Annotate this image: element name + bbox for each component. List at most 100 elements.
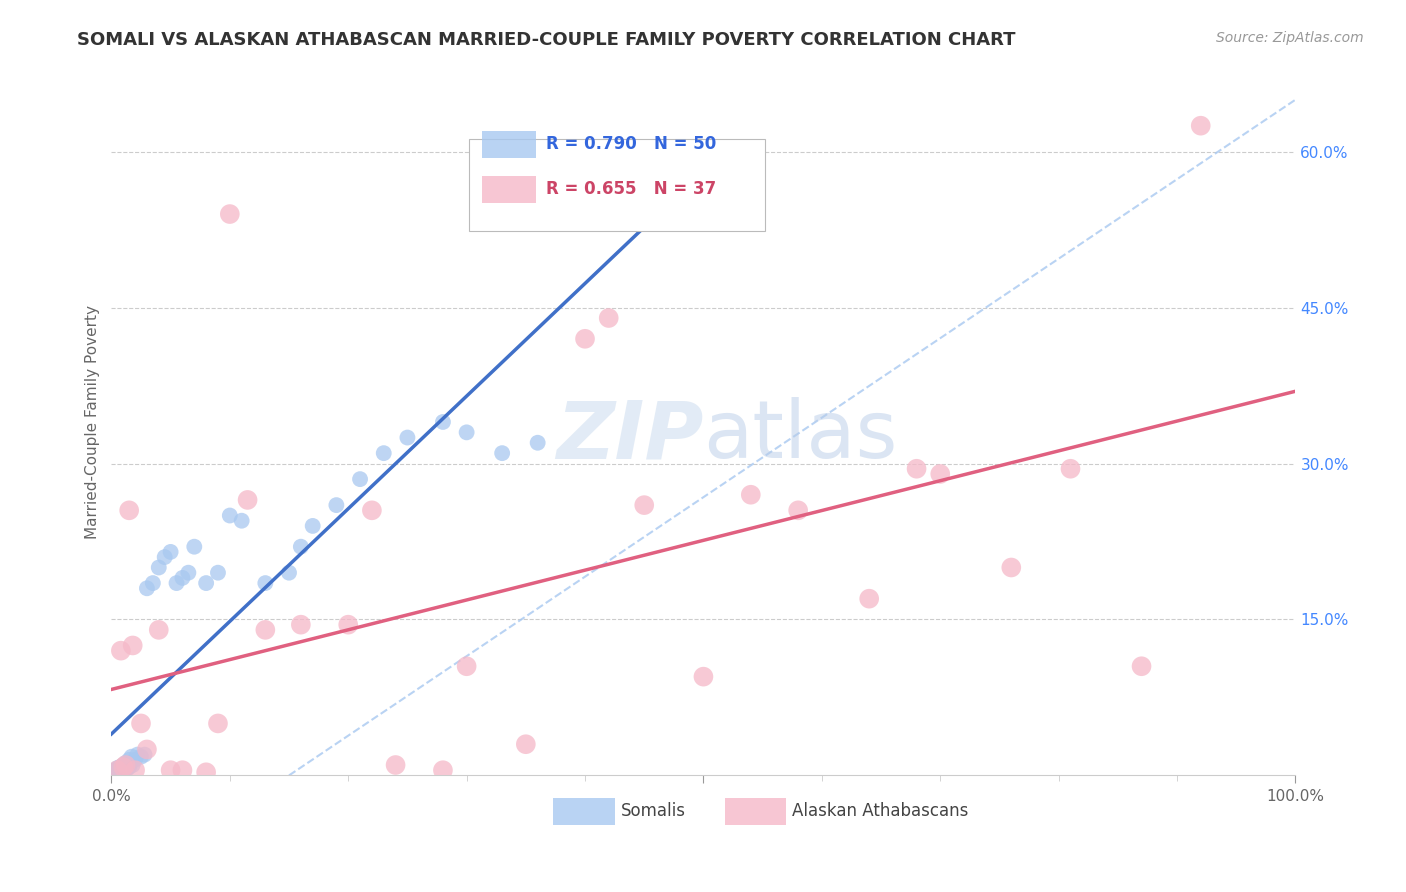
- Point: [136, 742, 159, 756]
- Point: [574, 332, 596, 346]
- Point: [124, 753, 146, 767]
- Point: [929, 467, 952, 481]
- Point: [117, 758, 139, 772]
- Point: [124, 763, 146, 777]
- Point: [114, 758, 136, 772]
- Point: [905, 461, 928, 475]
- Text: Alaskan Athabascans: Alaskan Athabascans: [792, 802, 969, 820]
- Point: [105, 763, 128, 777]
- Point: [105, 764, 128, 779]
- Point: [456, 425, 478, 440]
- Point: [278, 566, 301, 580]
- Text: Source: ZipAtlas.com: Source: ZipAtlas.com: [1216, 31, 1364, 45]
- Point: [1130, 659, 1153, 673]
- Point: [172, 571, 194, 585]
- Point: [121, 758, 143, 772]
- Point: [254, 623, 277, 637]
- FancyBboxPatch shape: [724, 798, 786, 825]
- Point: [858, 591, 880, 606]
- Point: [633, 498, 655, 512]
- Point: [325, 498, 347, 512]
- Point: [166, 576, 188, 591]
- Point: [195, 765, 218, 780]
- Point: [254, 576, 277, 591]
- Point: [121, 639, 143, 653]
- Point: [373, 446, 395, 460]
- Point: [301, 519, 323, 533]
- Point: [129, 749, 152, 764]
- Point: [740, 488, 762, 502]
- Point: [159, 763, 181, 777]
- Text: ZIP: ZIP: [555, 397, 703, 475]
- Point: [118, 753, 141, 767]
- Point: [103, 765, 125, 780]
- Point: [112, 763, 135, 777]
- FancyBboxPatch shape: [470, 139, 765, 231]
- Point: [396, 431, 419, 445]
- Point: [183, 540, 205, 554]
- Point: [236, 492, 259, 507]
- Point: [207, 716, 229, 731]
- Point: [134, 747, 156, 762]
- Point: [107, 765, 129, 780]
- Point: [231, 514, 253, 528]
- Point: [112, 760, 135, 774]
- Point: [105, 761, 128, 775]
- Point: [290, 617, 312, 632]
- Point: [111, 762, 134, 776]
- Point: [110, 643, 132, 657]
- Point: [195, 576, 218, 591]
- Point: [148, 560, 170, 574]
- Point: [515, 737, 537, 751]
- Point: [105, 766, 128, 780]
- Point: [456, 659, 478, 673]
- Text: atlas: atlas: [703, 397, 898, 475]
- Point: [361, 503, 384, 517]
- Point: [172, 763, 194, 777]
- Point: [177, 566, 200, 580]
- Point: [337, 617, 360, 632]
- FancyBboxPatch shape: [482, 176, 537, 202]
- Point: [598, 311, 620, 326]
- Point: [207, 566, 229, 580]
- Point: [1189, 119, 1212, 133]
- Y-axis label: Married-Couple Family Poverty: Married-Couple Family Poverty: [86, 305, 100, 539]
- Point: [526, 435, 548, 450]
- Text: SOMALI VS ALASKAN ATHABASCAN MARRIED-COUPLE FAMILY POVERTY CORRELATION CHART: SOMALI VS ALASKAN ATHABASCAN MARRIED-COU…: [77, 31, 1015, 49]
- Point: [349, 472, 371, 486]
- Point: [787, 503, 810, 517]
- Point: [218, 508, 240, 523]
- FancyBboxPatch shape: [553, 798, 614, 825]
- Point: [129, 716, 152, 731]
- Point: [118, 503, 141, 517]
- Point: [121, 749, 143, 764]
- Point: [120, 756, 142, 770]
- Text: Somalis: Somalis: [620, 802, 686, 820]
- Point: [432, 415, 454, 429]
- FancyBboxPatch shape: [482, 131, 537, 158]
- Text: R = 0.655   N = 37: R = 0.655 N = 37: [546, 179, 716, 198]
- Point: [153, 550, 176, 565]
- Point: [142, 576, 165, 591]
- Point: [159, 545, 181, 559]
- Point: [290, 540, 312, 554]
- Point: [218, 207, 240, 221]
- Point: [104, 763, 127, 777]
- Point: [692, 670, 714, 684]
- Point: [115, 762, 138, 776]
- Point: [108, 760, 131, 774]
- Point: [114, 756, 136, 770]
- Point: [432, 763, 454, 777]
- Point: [148, 623, 170, 637]
- Point: [118, 760, 141, 774]
- Point: [136, 582, 159, 596]
- Point: [127, 747, 149, 762]
- Point: [108, 763, 131, 777]
- Point: [1000, 560, 1022, 574]
- Point: [114, 760, 136, 774]
- Text: R = 0.790   N = 50: R = 0.790 N = 50: [546, 136, 716, 153]
- Point: [112, 758, 135, 772]
- Point: [491, 446, 513, 460]
- Point: [1059, 461, 1081, 475]
- Point: [110, 764, 132, 779]
